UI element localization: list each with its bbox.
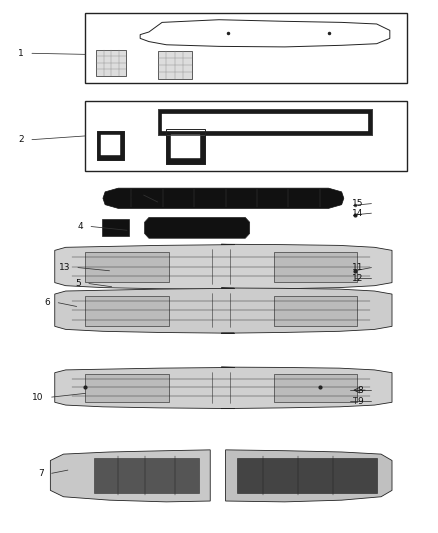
Polygon shape [274,252,357,282]
Bar [85,101,407,171]
Polygon shape [162,114,368,131]
Polygon shape [85,374,169,401]
Text: 12: 12 [352,274,364,282]
Polygon shape [97,131,124,160]
Text: 5: 5 [75,279,81,288]
Polygon shape [55,288,392,333]
Bar [166,129,205,164]
Text: 1: 1 [18,49,24,58]
Polygon shape [103,188,344,208]
Polygon shape [158,51,192,79]
Polygon shape [274,374,357,401]
Text: 9: 9 [358,397,364,406]
Bar [85,13,407,83]
Polygon shape [158,109,372,135]
Text: 8: 8 [358,386,364,394]
Text: 13: 13 [59,263,70,272]
Polygon shape [96,50,126,76]
Text: 6: 6 [45,298,50,307]
Polygon shape [85,252,169,282]
Text: 3: 3 [130,191,136,199]
Polygon shape [55,367,392,409]
Text: 10: 10 [32,393,44,401]
Bar [158,109,372,135]
Polygon shape [94,457,199,494]
Text: 14: 14 [352,209,364,217]
Bar [97,131,124,160]
Polygon shape [102,219,129,236]
Polygon shape [237,457,377,494]
Polygon shape [85,296,169,326]
Text: 7: 7 [38,469,44,478]
Text: 4: 4 [78,222,83,231]
Polygon shape [50,450,210,502]
Polygon shape [166,129,205,164]
Polygon shape [55,244,392,289]
Polygon shape [274,296,357,326]
Text: 2: 2 [18,135,24,144]
Text: 15: 15 [352,199,364,208]
Polygon shape [226,450,392,502]
Text: T: T [353,397,357,406]
Polygon shape [145,217,250,238]
Polygon shape [171,135,200,158]
Text: 11: 11 [352,263,364,272]
Polygon shape [101,135,120,155]
